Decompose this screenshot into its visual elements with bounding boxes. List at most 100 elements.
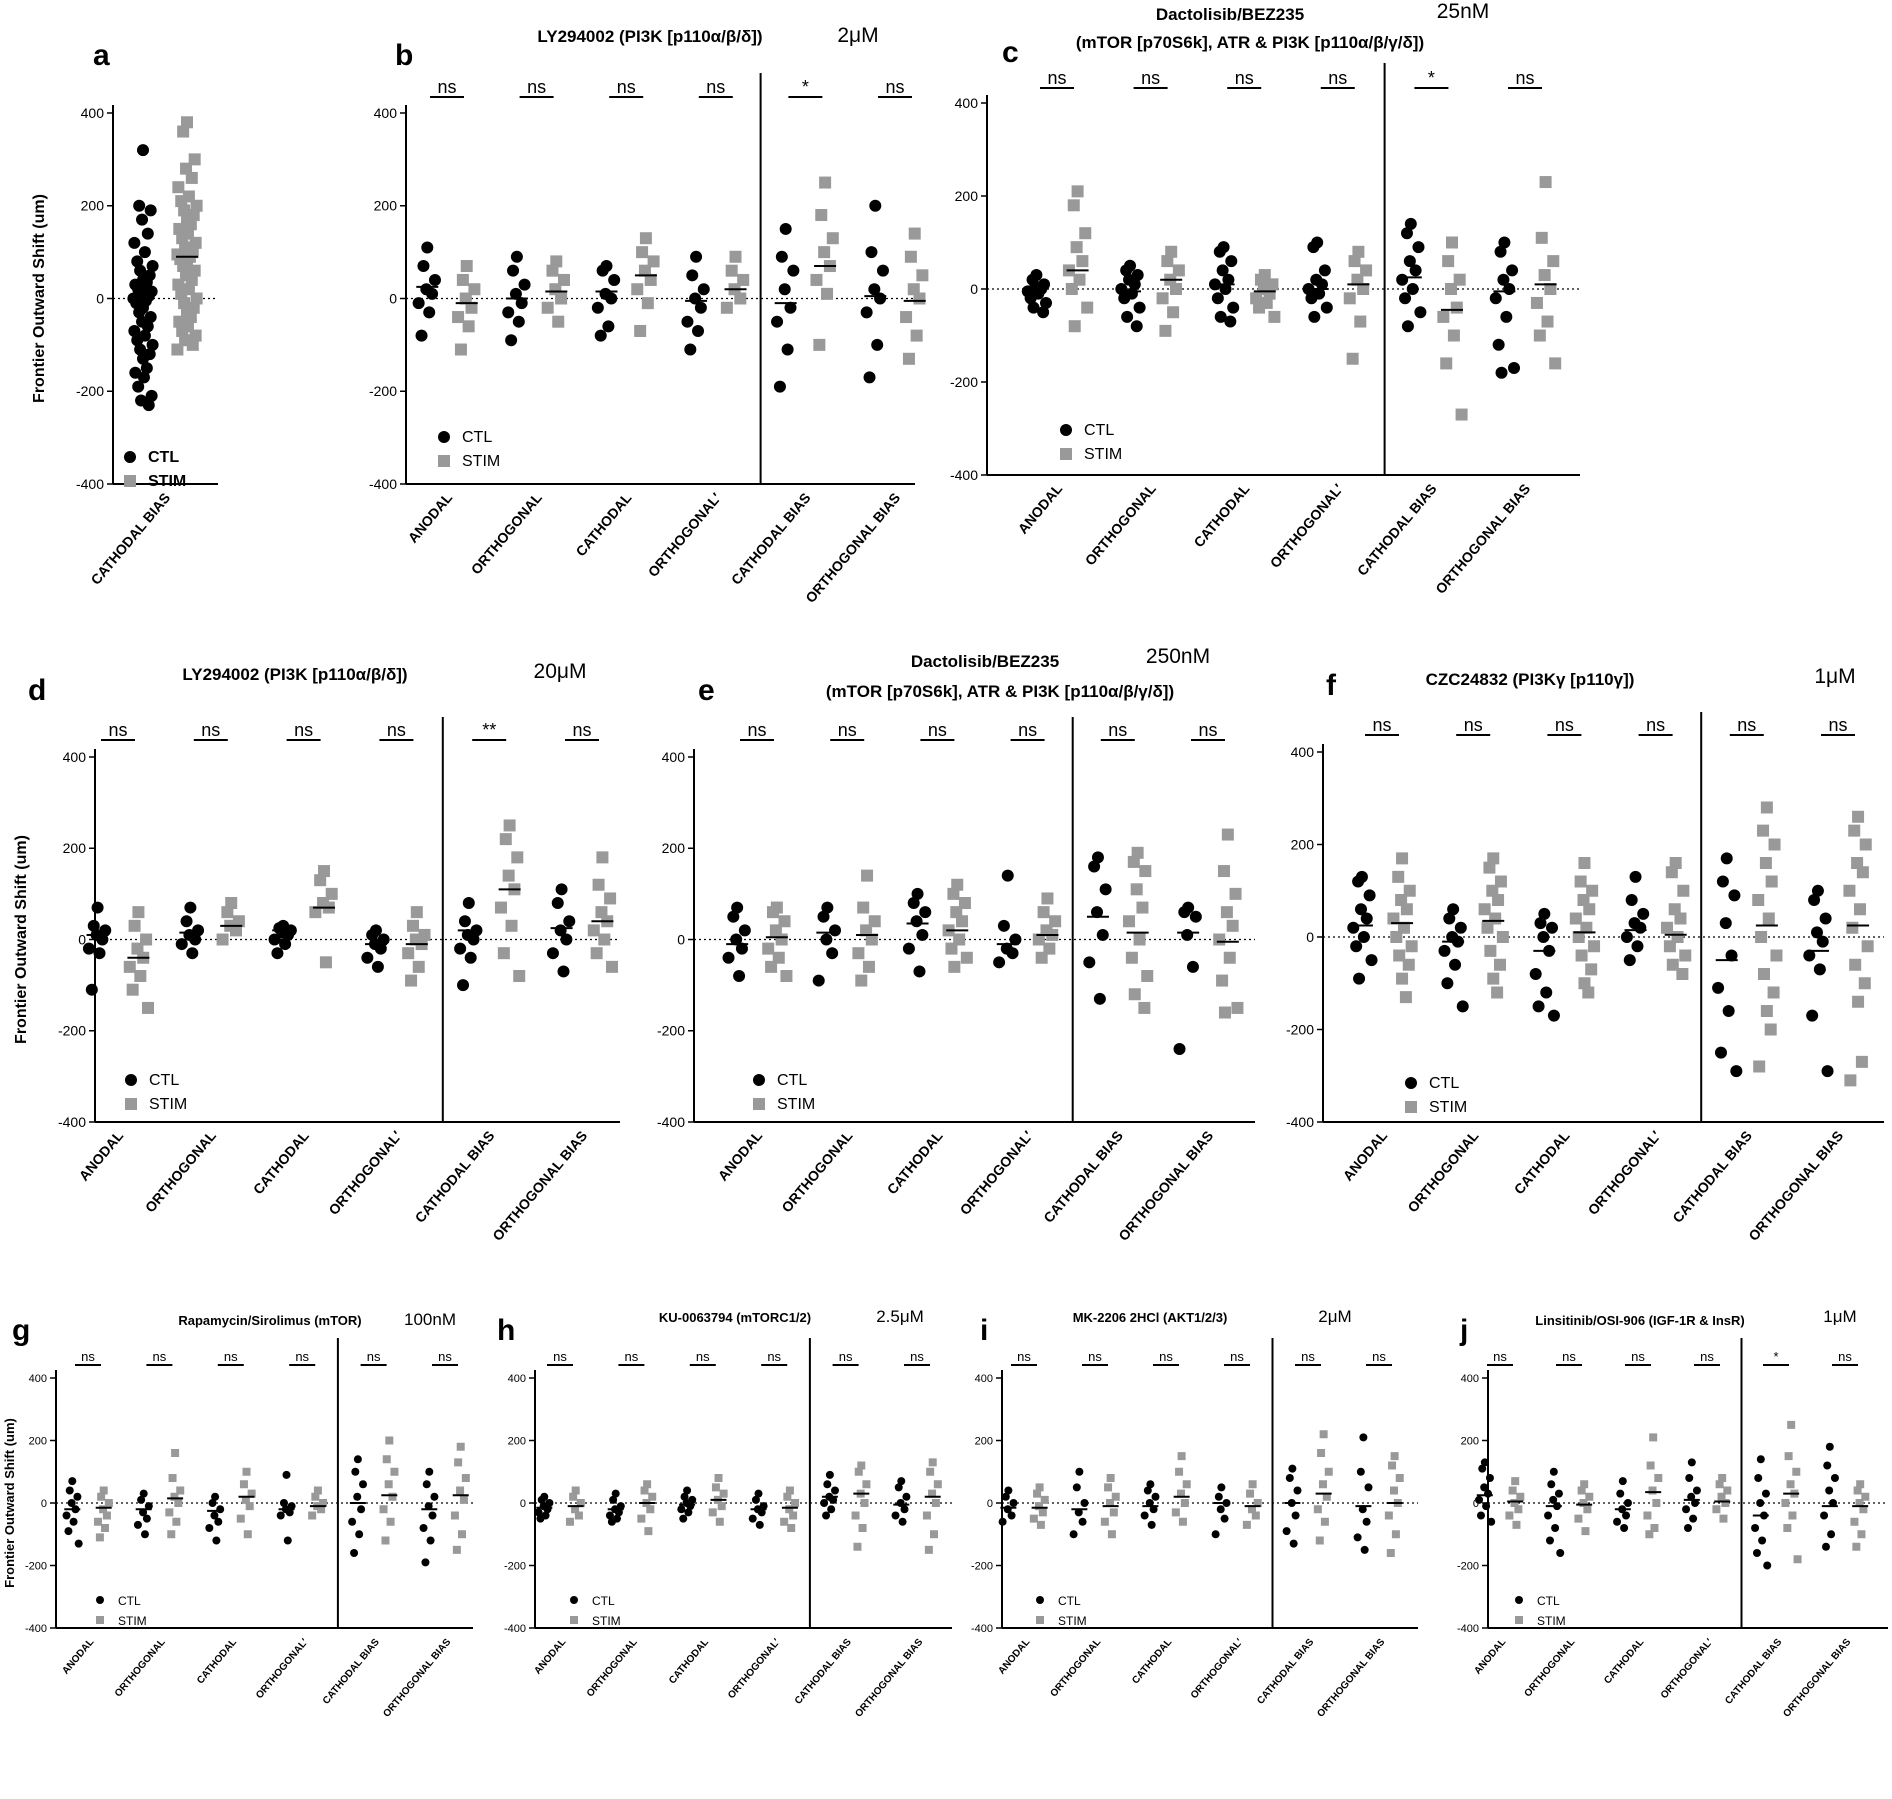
panel-concentration: 20μM: [534, 660, 587, 683]
ctl-point: [865, 246, 878, 259]
ctl-point: [591, 301, 604, 314]
stim-point: [1494, 875, 1507, 888]
stim-point: [931, 1499, 940, 1507]
stim-point: [171, 343, 184, 356]
stim-point: [1578, 857, 1591, 869]
stim-point: [1580, 1480, 1589, 1489]
stim-point: [1852, 995, 1865, 1008]
ctl-point: [1761, 1489, 1770, 1498]
x-category-label: CATHODAL: [195, 1637, 239, 1686]
ctl-point: [1751, 1524, 1760, 1532]
x-category-label: CATHODAL: [572, 489, 634, 559]
significance-label: *: [802, 77, 809, 97]
stim-point: [386, 1517, 395, 1526]
stim-point: [729, 250, 742, 263]
ctl-point: [1730, 1065, 1743, 1078]
significance-label: ns: [1159, 1349, 1173, 1364]
panel-e: e Dactolisib/BEZ235 (mTOR [p70S6k], ATR & …: [657, 645, 1255, 1244]
panel-label: a: [93, 39, 110, 72]
legend-label: CTL: [148, 449, 179, 466]
stim-point: [1071, 185, 1084, 198]
significance-label: ns: [696, 1349, 710, 1364]
stim-point: [1218, 1006, 1231, 1019]
ctl-point: [1118, 292, 1131, 305]
stim-point: [1666, 958, 1679, 971]
panel-label: j: [1459, 1314, 1468, 1347]
y-tick-label: -200: [1286, 1021, 1314, 1037]
stim-point: [1861, 1492, 1870, 1501]
ctl-point: [1803, 949, 1816, 962]
stim-point: [1582, 986, 1595, 999]
y-tick-label: -400: [657, 1114, 685, 1130]
significance-label: ns: [1235, 68, 1254, 88]
ctl-point: [1133, 301, 1146, 314]
stim-point: [1068, 320, 1081, 333]
ctl-point: [1720, 852, 1733, 865]
stim-point: [947, 887, 960, 900]
x-category-label: ANODAL: [405, 489, 456, 546]
significance-label: *: [1428, 68, 1435, 88]
stim-point: [1856, 1480, 1865, 1489]
legend-label: CTL: [1058, 1594, 1081, 1608]
y-tick-label: 200: [1291, 836, 1315, 852]
ctl-point: [1622, 1511, 1631, 1520]
x-category-label: CATHODAL BIAS: [1723, 1637, 1784, 1707]
significance-label: ns: [295, 1349, 309, 1364]
y-tick-label: 0: [1473, 1498, 1479, 1510]
ctl-point: [509, 287, 522, 300]
ctl-point: [421, 1558, 430, 1567]
y-axis-title: Frontier Outward Shift (um): [13, 835, 30, 1044]
ctl-point: [205, 1524, 214, 1532]
significance-label: ns: [1493, 1349, 1507, 1364]
ctl-point: [134, 264, 147, 277]
ctl-point: [775, 250, 788, 263]
ctl-point: [421, 241, 434, 254]
stim-point: [780, 970, 793, 982]
stim-point: [140, 933, 153, 946]
ctl-point: [1500, 310, 1513, 323]
stim-point: [913, 292, 926, 305]
stim-point: [177, 125, 190, 138]
ctl-point: [65, 1486, 74, 1495]
stim-point: [1762, 912, 1775, 925]
x-category-label: ORTHOGONAL BIAS: [381, 1637, 453, 1720]
stim-point: [1402, 958, 1415, 971]
stim-point: [555, 292, 568, 305]
y-tick-label: 0: [987, 1498, 993, 1510]
stim-point: [606, 960, 619, 973]
ctl-point: [1227, 301, 1240, 314]
stim-point: [1453, 273, 1466, 286]
y-tick-label: -400: [971, 1623, 993, 1635]
ctl-point: [128, 236, 141, 249]
y-tick-label: 400: [29, 1373, 47, 1385]
stim-point: [165, 1508, 174, 1517]
ctl-point: [137, 371, 150, 384]
legend-label: STIM: [462, 453, 500, 470]
legend-ctl-marker: [1060, 424, 1072, 436]
stim-point: [1588, 940, 1601, 953]
x-category-label: CATHODAL BIAS: [412, 1128, 498, 1226]
ctl-point: [518, 278, 531, 291]
y-tick-label: -200: [76, 383, 104, 399]
stim-point: [1169, 283, 1182, 295]
legend-ctl-marker: [753, 1074, 765, 1086]
legend-stim-marker: [438, 455, 450, 467]
stim-point: [737, 273, 750, 286]
ctl-point: [355, 1530, 364, 1539]
stim-point: [789, 1511, 798, 1520]
stim-point: [1176, 1489, 1185, 1498]
stim-point: [1539, 176, 1552, 189]
ctl-point: [1178, 906, 1191, 919]
stim-point: [1221, 828, 1234, 841]
ctl-point: [1186, 960, 1199, 973]
stim-point: [452, 311, 465, 324]
ctl-point: [684, 343, 697, 356]
stim-point: [860, 924, 873, 937]
ctl-point: [607, 1517, 616, 1526]
ctl-point: [1353, 1533, 1362, 1542]
ctl-point: [730, 933, 743, 946]
panel-label: h: [497, 1314, 515, 1347]
ctl-point: [212, 1536, 221, 1545]
ctl-point: [184, 901, 197, 914]
stim-point: [185, 273, 198, 286]
